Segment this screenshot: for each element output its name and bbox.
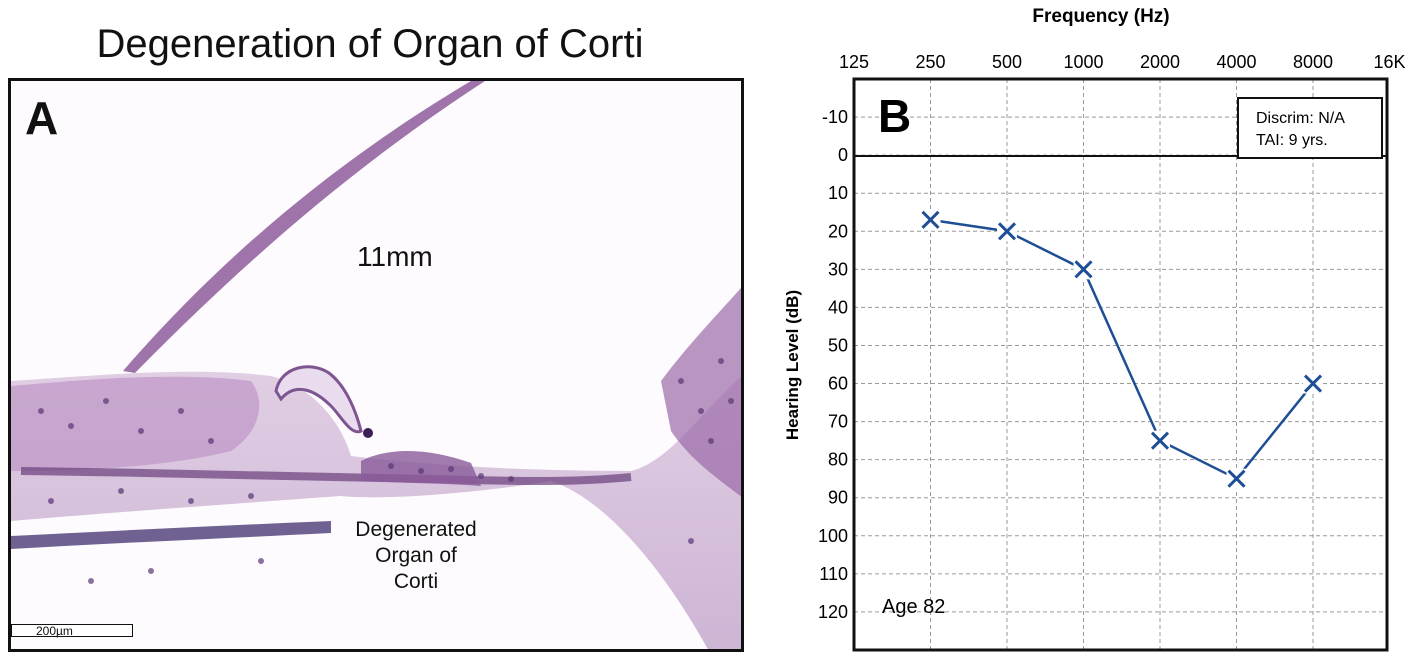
- y-tick-label: 120: [818, 602, 848, 622]
- histology-panel: A 11mm Degenerated Organ of Corti 200µm: [8, 78, 744, 652]
- y-tick-label: 80: [828, 450, 848, 470]
- y-tick-label: 40: [828, 297, 848, 317]
- reissner-membrane: [123, 81, 485, 373]
- y-tick-label: 30: [828, 259, 848, 279]
- y-tick-label: 0: [838, 145, 848, 165]
- y-axis-title: Hearing Level (dB): [783, 290, 802, 440]
- lower-band: [11, 521, 331, 549]
- y-tick-label: -10: [822, 107, 848, 127]
- data-point-x-marker: [1226, 468, 1247, 489]
- data-point-x-marker: [1073, 259, 1094, 280]
- panel-b-label: B: [878, 90, 911, 142]
- age-annotation: Age 82: [882, 596, 945, 618]
- scale-bar: 200µm: [11, 624, 133, 638]
- measurement-label: 11mm: [357, 241, 433, 272]
- x-axis-title: Frequency (Hz): [1032, 6, 1169, 27]
- plot-frame: [852, 77, 1389, 652]
- x-tick-label: 2000: [1140, 52, 1180, 72]
- series-line: [930, 218, 1314, 481]
- y-tick-label: 110: [819, 564, 848, 584]
- x-tick-label: 125: [839, 52, 869, 72]
- spiral-limbus: [11, 376, 260, 471]
- histology-image: [11, 81, 741, 649]
- organ-annotation: Degenerated Organ of Corti: [351, 517, 481, 595]
- y-tick-label: 100: [818, 526, 848, 546]
- data-point-x-marker: [920, 209, 941, 230]
- organ-annotation-line1: Degenerated: [355, 518, 477, 541]
- y-tick-label: 20: [828, 221, 848, 241]
- y-tick-label: 50: [828, 335, 848, 355]
- data-point-x-marker: [1150, 430, 1170, 451]
- y-tick-label: 70: [828, 412, 848, 432]
- tectorial-membrane: [274, 365, 363, 434]
- x-tick-label: 8000: [1293, 52, 1333, 72]
- y-tick-label: 90: [828, 488, 848, 508]
- y-tick-label: 10: [828, 183, 848, 203]
- figure-title: Degeneration of Organ of Corti: [96, 22, 644, 66]
- x-tick-label: 250: [915, 52, 945, 72]
- grid-lines: [854, 79, 1387, 650]
- spiral-ligament: [661, 287, 741, 497]
- data-point-x-marker: [1303, 373, 1323, 394]
- data-point-x-marker: [997, 221, 1017, 242]
- x-tick-label: 4000: [1216, 52, 1256, 72]
- x-tick-label: 1000: [1063, 52, 1103, 72]
- info-box-discrim: Discrim: N/A: [1256, 110, 1345, 127]
- x-tick-label: 500: [992, 52, 1022, 72]
- audiogram-chart: 125 250 500 1000 2000 4000 8000 16K -10 0 10 20 30 4…: [783, 6, 1406, 652]
- organ-annotation-line2: Organ of Corti: [375, 544, 457, 593]
- panel-a-label: A: [25, 92, 59, 144]
- info-box-tai: TAI: 9 yrs.: [1256, 132, 1328, 149]
- info-box: [1237, 97, 1383, 159]
- y-tick-label: 60: [828, 374, 848, 394]
- x-tick-label: 16K: [1373, 52, 1405, 72]
- nuclei-dots: [38, 358, 734, 584]
